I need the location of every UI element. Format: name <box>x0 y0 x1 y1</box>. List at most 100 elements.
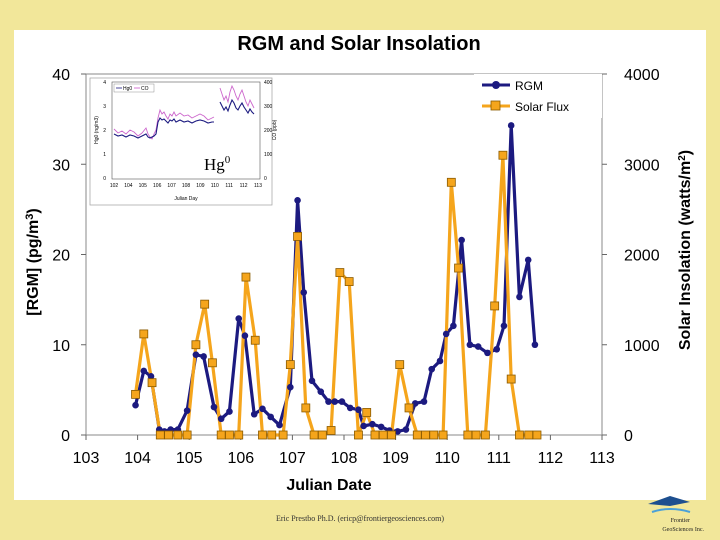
solar-flux-point <box>191 340 201 350</box>
solar-flux-point <box>278 430 288 440</box>
rgm-point <box>516 293 523 301</box>
legend-rgm-label: RGM <box>515 79 543 93</box>
rgm-point <box>355 406 362 414</box>
rgm-point <box>147 373 155 380</box>
solar-flux-point <box>155 430 165 440</box>
inset-x-tick-label: 113 <box>254 183 262 189</box>
svg-text:0: 0 <box>103 176 106 182</box>
inset-y-left-title: Hg0 (ng/m3) <box>94 116 100 144</box>
solar-flux-point <box>182 430 192 440</box>
x-tick-label: 111 <box>487 450 511 467</box>
svg-text:300: 300 <box>264 104 273 110</box>
chart-panel: RGM and Solar Insolation 0 10 20 30 40 0 1000… <box>14 30 706 500</box>
rgm-point <box>331 398 339 405</box>
left-tick-label: 20 <box>52 248 70 265</box>
rgm-point <box>442 330 450 338</box>
rgm-point <box>276 421 283 429</box>
solar-flux-point <box>344 277 354 286</box>
inset-x-ticks: 102 104 105 106 107 108 109 110 111 112 113 <box>110 183 262 189</box>
solar-flux-point <box>250 335 260 345</box>
solar-flux-point <box>395 360 405 370</box>
inset-co-trace <box>113 108 215 140</box>
solar-flux-point <box>216 430 226 440</box>
rgm-point <box>287 383 294 391</box>
rgm-point <box>235 315 243 322</box>
rgm-point <box>308 377 316 385</box>
svg-text:100: 100 <box>264 152 273 158</box>
rgm-point <box>259 405 266 413</box>
inset-x-title: Julian Day <box>174 196 198 202</box>
legend: RGM Solar Flux <box>474 74 602 118</box>
solar-flux-point <box>208 358 217 368</box>
rgm-point <box>294 197 301 204</box>
inset-x-tick-label: 104 <box>124 183 133 189</box>
rgm-point <box>524 256 532 264</box>
solar-flux-point <box>438 430 448 440</box>
rgm-point <box>217 415 225 423</box>
rgm-point <box>140 367 148 375</box>
solar-flux-point <box>335 268 345 277</box>
inset-x-tick-label: 106 <box>153 183 162 189</box>
rgm-point <box>369 420 376 428</box>
rgm-point <box>192 351 200 358</box>
inset-chart: Hg0 CO 4 3 2 1 0 400 300 200 100 0 102 10… <box>89 77 278 206</box>
solar-flux-point <box>173 430 183 440</box>
right-tick-label: 4000 <box>624 67 660 84</box>
solar-flux-point <box>404 403 414 413</box>
logo-line-1: Frontier <box>671 518 690 524</box>
svg-text:0: 0 <box>264 176 267 182</box>
rgm-point <box>466 341 474 349</box>
inset-hg-trace <box>113 117 214 139</box>
legend-solar-label: Solar Flux <box>515 100 569 114</box>
solar-flux-point <box>326 426 336 435</box>
solar-flux-point <box>524 430 534 440</box>
solar-flux-point <box>480 430 490 440</box>
right-tick-label: 0 <box>624 428 633 445</box>
left-tick-label: 30 <box>52 157 70 174</box>
right-tick-label: 1000 <box>624 338 660 355</box>
inset-y-right-title: CO (ppb) <box>272 119 278 140</box>
rgm-point <box>411 400 419 407</box>
solar-flux-point <box>362 408 372 417</box>
rgm-point <box>360 422 367 430</box>
legend-rgm-marker <box>492 81 500 89</box>
solar-flux-point <box>490 301 500 311</box>
left-tick-label: 0 <box>61 428 70 445</box>
rgm-point <box>493 345 501 353</box>
rgm-point <box>500 322 508 330</box>
rgm-point <box>377 423 385 431</box>
rgm-point <box>183 407 191 414</box>
rgm-point <box>428 365 436 373</box>
inset-plot-area <box>111 81 261 180</box>
legend-solar-marker <box>490 100 501 111</box>
solar-flux-point <box>378 430 388 440</box>
rgm-point <box>474 343 482 350</box>
inset-hg-trace-2 <box>219 98 255 115</box>
solar-flux-point <box>301 403 311 413</box>
footer-credit: Eric Prestbo Ph.D. (ericp@frontiergeosci… <box>276 514 444 523</box>
solar-flux-point <box>387 430 396 440</box>
x-tick-label: 109 <box>382 450 409 467</box>
svg-text:400: 400 <box>264 80 273 86</box>
solar-flux-point <box>139 329 149 339</box>
rgm-point <box>346 404 354 412</box>
x-tick-label: 106 <box>227 450 254 467</box>
inset-co-trace-2 <box>219 84 255 109</box>
rgm-point <box>420 398 428 405</box>
right-axis-ticks: 0 1000 2000 3000 4000 <box>602 67 660 445</box>
inset-x-tick-label: 110 <box>211 183 219 189</box>
rgm-point <box>338 398 346 405</box>
rgm-point <box>450 322 457 330</box>
x-tick-label: 113 <box>589 450 615 467</box>
inset-x-tick-label: 111 <box>225 183 233 189</box>
rgm-point <box>436 357 444 365</box>
inset-x-tick-label: 112 <box>240 183 248 189</box>
rgm-point <box>325 398 332 405</box>
solar-flux-point <box>454 263 463 273</box>
solar-flux-point <box>498 150 508 160</box>
rgm-point <box>250 410 258 418</box>
solar-flux-point <box>241 272 251 282</box>
logo-line-2: GeoSciences Inc. <box>662 527 704 533</box>
